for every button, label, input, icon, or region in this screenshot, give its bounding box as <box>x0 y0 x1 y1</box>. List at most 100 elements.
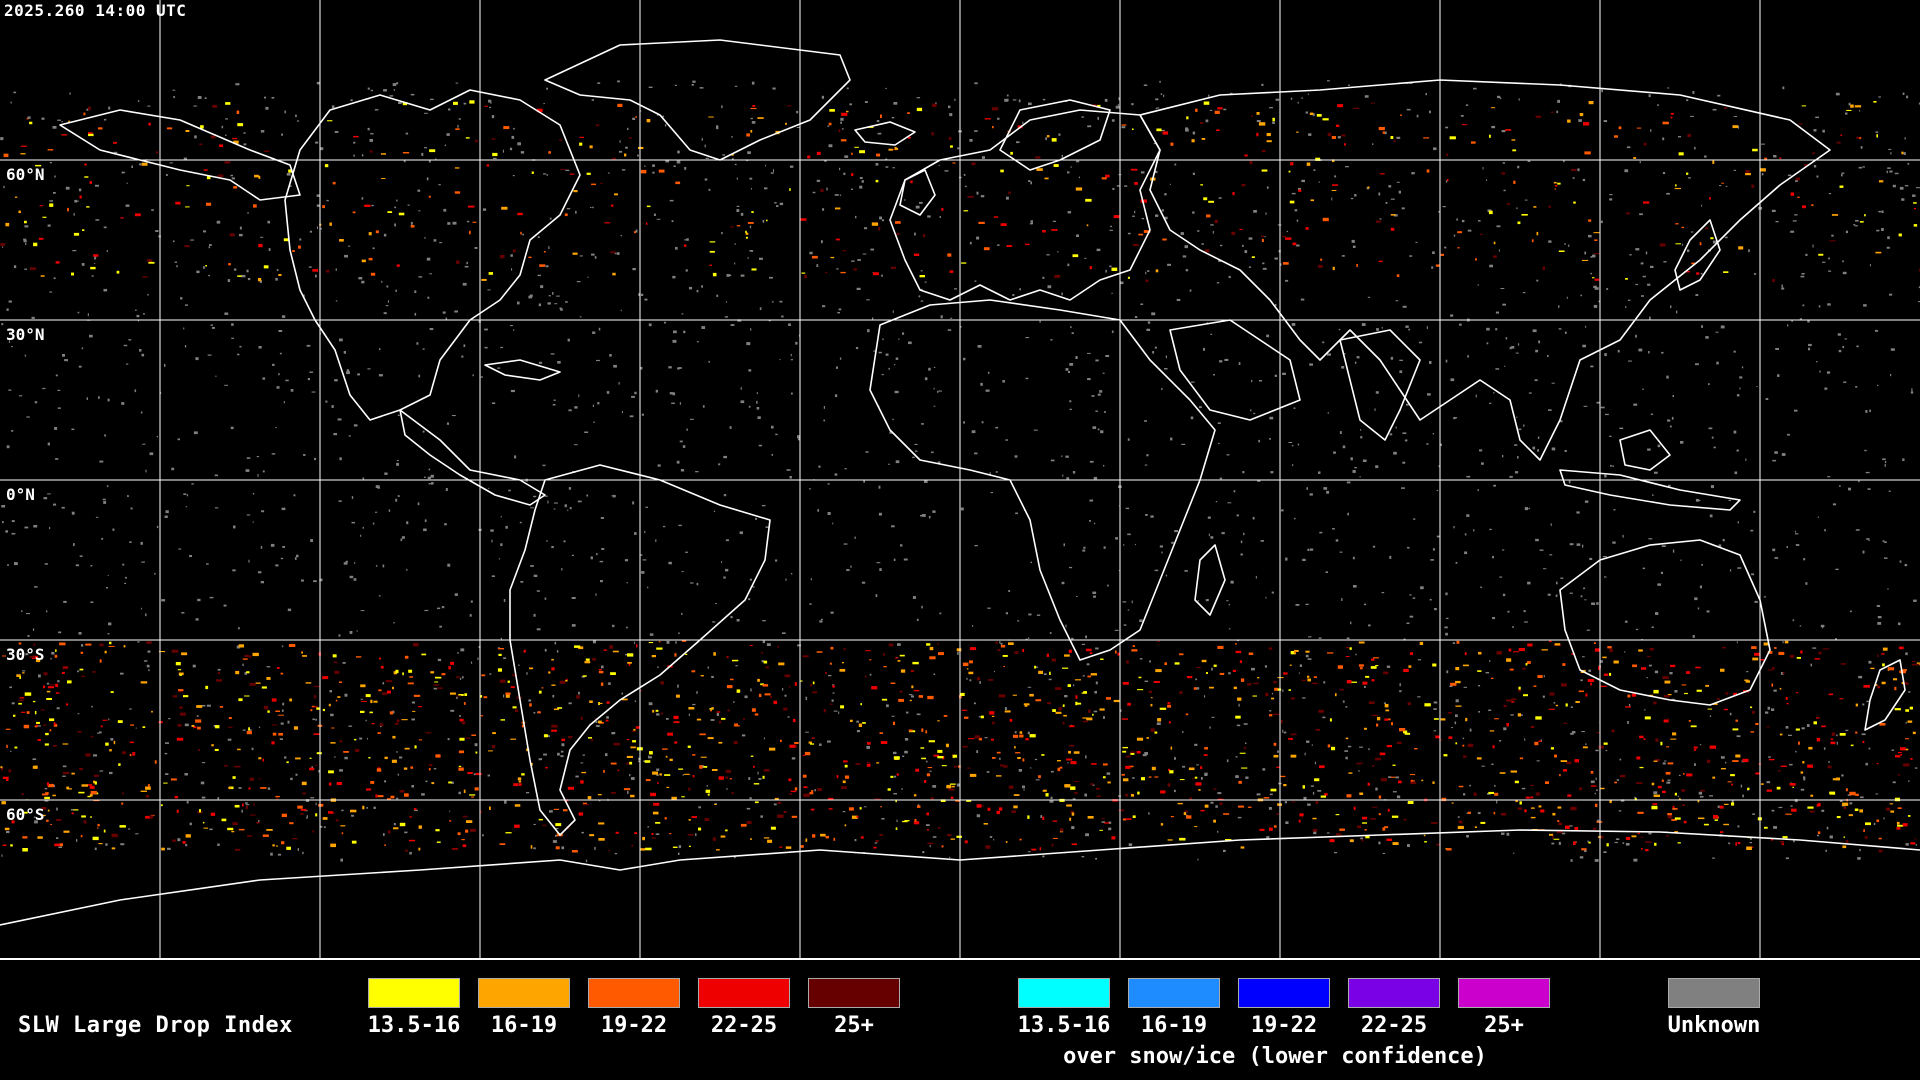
slw-pixel <box>1318 709 1325 713</box>
unknown-pixel <box>1746 671 1749 673</box>
unknown-pixel <box>1908 691 1911 693</box>
slw-pixel <box>517 212 523 216</box>
slw-pixel <box>1590 682 1592 686</box>
slw-pixel <box>1004 710 1011 713</box>
slw-pixel <box>1433 718 1439 720</box>
unknown-pixel <box>888 463 890 465</box>
slw-pixel <box>35 659 41 663</box>
slw-pixel <box>366 788 372 791</box>
slw-pixel <box>1609 800 1612 804</box>
slw-pixel <box>1855 703 1858 707</box>
unknown-pixel <box>1624 620 1628 623</box>
slw-pixel <box>734 723 738 726</box>
slw-pixel <box>1273 825 1277 828</box>
slw-pixel <box>512 673 517 677</box>
slw-pixel <box>507 680 510 683</box>
unknown-pixel <box>484 346 488 349</box>
slw-pixel <box>458 767 464 771</box>
slw-pixel <box>1062 721 1065 725</box>
slw-pixel <box>99 659 102 663</box>
slw-pixel <box>811 255 818 259</box>
unknown-pixel <box>1518 428 1522 431</box>
slw-pixel <box>1716 698 1720 700</box>
slw-pixel <box>227 827 234 831</box>
slw-pixel <box>92 836 99 841</box>
unknown-pixel <box>1523 610 1526 613</box>
unknown-pixel <box>1883 541 1887 543</box>
slw-pixel <box>998 694 1006 698</box>
unknown-pixel <box>285 379 289 382</box>
unknown-pixel <box>339 457 342 461</box>
slw-pixel <box>1410 774 1416 776</box>
unknown-pixel <box>1230 580 1234 584</box>
unknown-pixel <box>1071 826 1075 830</box>
unknown-pixel <box>1855 529 1860 531</box>
unknown-pixel <box>1598 300 1601 303</box>
unknown-pixel <box>933 405 936 407</box>
unknown-pixel <box>812 191 816 194</box>
slw-pixel <box>134 213 141 217</box>
unknown-pixel <box>1543 568 1547 570</box>
slw-pixel <box>930 797 934 801</box>
unknown-pixel <box>1258 439 1260 443</box>
unknown-pixel <box>463 102 467 105</box>
slw-pixel <box>964 716 969 719</box>
unknown-pixel <box>818 465 821 468</box>
unknown-pixel <box>1061 455 1063 458</box>
slw-pixel <box>451 848 459 850</box>
unknown-pixel <box>178 548 182 550</box>
slw-pixel <box>1878 837 1882 840</box>
unknown-pixel <box>53 192 56 194</box>
slw-pixel <box>10 844 13 847</box>
unknown-pixel <box>616 252 620 255</box>
slw-pixel <box>628 663 631 666</box>
unknown-pixel <box>1127 609 1130 611</box>
slw-pixel <box>1292 242 1297 246</box>
slw-pixel <box>579 142 583 146</box>
slw-pixel <box>413 694 421 697</box>
slw-pixel <box>916 107 923 112</box>
slw-pixel <box>392 686 394 690</box>
unknown-pixel <box>282 702 285 706</box>
slw-pixel <box>770 826 776 830</box>
unknown-pixel <box>740 400 745 404</box>
unknown-pixel <box>206 563 209 565</box>
unknown-pixel <box>964 185 967 188</box>
slw-pixel <box>1356 825 1362 829</box>
slw-pixel <box>688 819 691 821</box>
slw-pixel <box>1130 751 1135 755</box>
unknown-pixel <box>1902 92 1905 95</box>
slw-pixel <box>520 231 522 235</box>
unknown-pixel <box>360 534 362 537</box>
slw-pixel <box>1513 180 1516 184</box>
unknown-pixel <box>1376 328 1379 331</box>
unknown-pixel <box>316 226 318 229</box>
unknown-pixel <box>1292 464 1294 467</box>
unknown-pixel <box>1134 543 1136 546</box>
unknown-pixel <box>520 581 524 583</box>
slw-pixel <box>927 695 934 700</box>
slw-pixel <box>1419 641 1424 645</box>
unknown-pixel <box>928 367 931 371</box>
slw-pixel <box>1052 820 1058 822</box>
slw-pixel <box>39 205 44 207</box>
unknown-pixel <box>971 430 976 434</box>
unknown-pixel <box>1154 346 1157 349</box>
slw-pixel <box>1123 818 1127 821</box>
unknown-pixel <box>1438 465 1440 468</box>
unknown-pixel <box>827 125 830 127</box>
unknown-pixel <box>290 389 294 392</box>
unknown-pixel <box>508 489 511 492</box>
unknown-pixel <box>1537 449 1539 452</box>
unknown-pixel <box>78 365 82 368</box>
unknown-pixel <box>1152 351 1155 354</box>
unknown-pixel <box>1794 214 1798 216</box>
unknown-pixel <box>790 353 792 357</box>
slw-pixel <box>332 181 336 185</box>
slw-pixel <box>393 827 399 830</box>
slw-pixel <box>300 812 304 815</box>
slw-pixel <box>992 721 995 725</box>
unknown-pixel <box>1404 439 1408 442</box>
unknown-pixel <box>1657 444 1661 448</box>
unknown-pixel <box>1564 449 1567 452</box>
